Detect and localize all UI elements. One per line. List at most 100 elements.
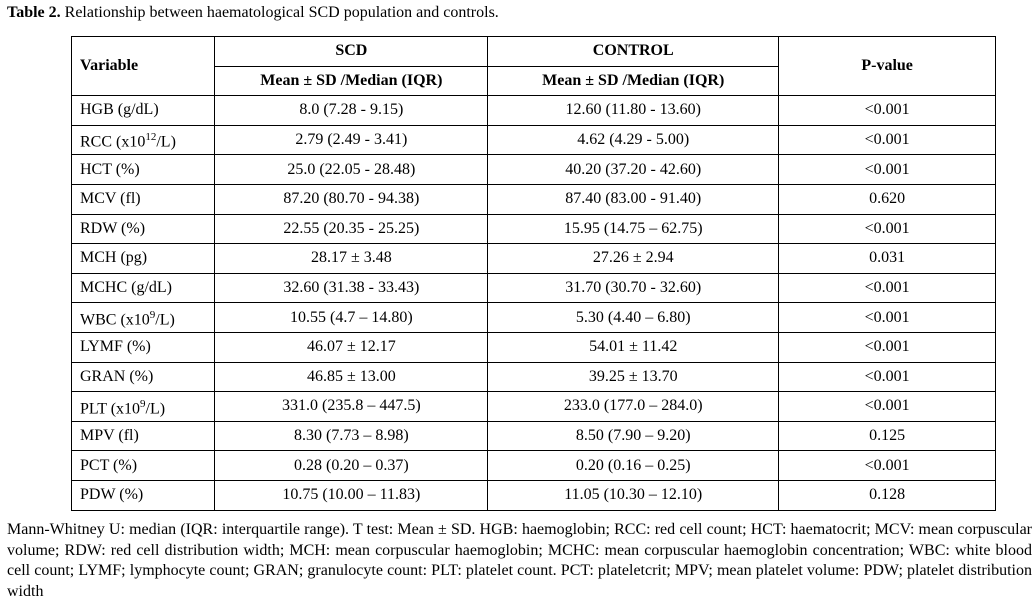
variable-cell: LYMF (%) (70, 331, 216, 363)
scd-value-cell: 22.55 (20.35 - 25.25) (214, 213, 489, 245)
variable-cell: PDW (%) (70, 479, 216, 511)
pvalue-cell: <0.001 (778, 124, 996, 156)
table-body: HGB (g/dL) 8.0 (7.28 - 9.15) 12.60 (11.80 … (70, 95, 996, 511)
table-row: PLT (x109/L) 331.0 (235.8 – 447.5) 233.0 (… (70, 391, 996, 422)
pvalue-cell: 0.031 (778, 243, 996, 274)
header-row: Variable SCD CONTROL P-value (70, 35, 996, 97)
variable-cell: HCT (%) (70, 154, 216, 185)
scd-value-cell: 2.79 (2.49 - 3.41) (214, 124, 489, 156)
header-control: CONTROL (487, 36, 780, 67)
scd-value-cell: 28.17 ± 3.48 (214, 243, 489, 274)
control-value-cell: 15.95 (14.75 – 62.75) (487, 213, 780, 245)
table-row: WBC (x109/L) 10.55 (4.7 – 14.80) 5.30 (4.4… (70, 302, 996, 333)
control-value-cell: 40.20 (37.20 - 42.60) (487, 154, 780, 185)
variable-cell: MCH (pg) (70, 243, 216, 274)
scd-value-cell: 0.28 (0.20 – 0.37) (214, 450, 489, 481)
pvalue-cell: <0.001 (778, 450, 996, 481)
variable-name: MCV (fl) (80, 190, 141, 208)
variable-exponent: 12 (145, 131, 157, 144)
header-pvalue: P-value (778, 35, 996, 97)
subheader-row: Mean ± SD /Median (IQR) Mean ± SD /Media… (72, 65, 996, 97)
variable-name: LYMF (%) (80, 338, 151, 356)
variable-cell: HGB (g/dL) (70, 95, 216, 126)
pvalue-cell: <0.001 (778, 95, 996, 126)
table-caption-text: Relationship between haematological SCD … (60, 4, 499, 21)
pvalue-cell: <0.001 (778, 331, 996, 363)
pvalue-cell: 0.125 (778, 420, 996, 452)
header-scd: SCD (214, 36, 489, 67)
variable-name: PDW (%) (80, 486, 144, 504)
table-row: MCHC (g/dL) 32.60 (31.38 - 33.43) 31.70 (3… (70, 272, 996, 304)
variable-cell: WBC (x109/L) (70, 302, 216, 333)
table-caption: Table 2. Relationship between haematolog… (7, 3, 499, 23)
control-value-cell: 233.0 (177.0 – 284.0) (487, 391, 780, 422)
haematology-table: Variable SCD CONTROL P-value Mean ± SD /… (70, 35, 996, 511)
table-row: LYMF (%) 46.07 ± 12.17 54.01 ± 11.42 <0.001 (70, 331, 996, 363)
table-row: RDW (%) 22.55 (20.35 - 25.25) 15.95 (14.75… (70, 213, 996, 245)
pvalue-cell: <0.001 (778, 272, 996, 304)
control-value-cell: 27.26 ± 2.94 (487, 243, 780, 274)
control-value-cell: 8.50 (7.90 – 9.20) (487, 420, 780, 452)
variable-cell: RCC (x1012/L) (70, 124, 216, 156)
control-value-cell: 5.30 (4.40 – 6.80) (487, 302, 780, 333)
scd-value-cell: 32.60 (31.38 - 33.43) (214, 272, 489, 304)
pvalue-cell: 0.620 (778, 183, 996, 215)
table-footnote: Mann-Whitney U: median (IQR: interquarti… (7, 521, 1032, 600)
subheader-scd: Mean ± SD /Median (IQR) (214, 65, 489, 97)
control-value-cell: 4.62 (4.29 - 5.00) (487, 124, 780, 156)
variable-cell: GRAN (%) (70, 361, 216, 393)
table-row: MCV (fl) 87.20 (80.70 - 94.38) 87.40 (83.0… (70, 183, 996, 215)
variable-name: MCHC (g/dL) (80, 279, 172, 297)
scd-value-cell: 25.0 (22.05 - 28.48) (214, 154, 489, 185)
variable-exponent: 9 (149, 308, 156, 321)
variable-unit-suffix: /L) (156, 133, 176, 151)
scd-value-cell: 10.75 (10.00 – 11.83) (214, 479, 489, 511)
control-value-cell: 0.20 (0.16 – 0.25) (487, 450, 780, 481)
variable-cell: PLT (x109/L) (70, 391, 216, 422)
scd-value-cell: 46.85 ± 13.00 (214, 361, 489, 393)
scd-value-cell: 331.0 (235.8 – 447.5) (214, 391, 489, 422)
table-row: PCT (%) 0.28 (0.20 – 0.37) 0.20 (0.16 – 0.… (70, 450, 996, 481)
variable-name: WBC (x10 (80, 311, 150, 329)
variable-name: PLT (x10 (80, 400, 141, 418)
control-value-cell: 31.70 (30.70 - 32.60) (487, 272, 780, 304)
variable-cell: RDW (%) (70, 213, 216, 245)
table-row: MCH (pg) 28.17 ± 3.48 27.26 ± 2.94 0.031 (70, 243, 996, 274)
table-row: GRAN (%) 46.85 ± 13.00 39.25 ± 13.70 <0.001 (70, 361, 996, 393)
variable-name: PCT (%) (80, 456, 138, 474)
table-row: HCT (%) 25.0 (22.05 - 28.48) 40.20 (37.20 … (70, 154, 996, 185)
variable-name: MCH (pg) (80, 249, 148, 267)
scd-value-cell: 87.20 (80.70 - 94.38) (214, 183, 489, 215)
variable-exponent: 9 (140, 397, 146, 410)
table-caption-label: Table 2. (7, 4, 61, 21)
variable-unit-suffix: /L) (155, 311, 175, 329)
variable-name: GRAN (%) (80, 367, 154, 385)
table-row: HGB (g/dL) 8.0 (7.28 - 9.15) 12.60 (11.80 … (70, 95, 996, 126)
pvalue-cell: 0.128 (778, 479, 996, 511)
variable-name: MPV (fl) (80, 427, 139, 445)
pvalue-cell: <0.001 (778, 361, 996, 393)
subheader-control: Mean ± SD /Median (IQR) (487, 65, 780, 97)
scd-value-cell: 8.0 (7.28 - 9.15) (214, 95, 489, 126)
header-variable: Variable (70, 35, 216, 97)
pvalue-cell: <0.001 (778, 302, 996, 333)
variable-name: HCT (%) (80, 160, 140, 178)
control-value-cell: 87.40 (83.00 - 91.40) (487, 183, 780, 215)
scd-value-cell: 46.07 ± 12.17 (214, 331, 489, 363)
control-value-cell: 12.60 (11.80 - 13.60) (487, 95, 780, 126)
table-row: MPV (fl) 8.30 (7.73 – 8.98) 8.50 (7.90 – 9… (70, 420, 996, 452)
variable-name: RCC (x10 (80, 133, 146, 151)
table-row: PDW (%) 10.75 (10.00 – 11.83) 11.05 (10.30… (70, 479, 996, 511)
variable-cell: MCV (fl) (70, 183, 216, 215)
variable-name: RDW (%) (80, 219, 146, 237)
pvalue-cell: <0.001 (778, 213, 996, 245)
scd-value-cell: 10.55 (4.7 – 14.80) (214, 302, 489, 333)
scd-value-cell: 8.30 (7.73 – 8.98) (214, 420, 489, 452)
table-row: RCC (x1012/L) 2.79 (2.49 - 3.41) 4.62 (4.2… (70, 124, 996, 156)
control-value-cell: 54.01 ± 11.42 (487, 331, 780, 363)
variable-unit-suffix: /L) (145, 400, 166, 418)
pvalue-cell: <0.001 (778, 154, 996, 185)
control-value-cell: 11.05 (10.30 – 12.10) (487, 479, 780, 511)
variable-cell: MCHC (g/dL) (70, 272, 216, 304)
control-value-cell: 39.25 ± 13.70 (487, 361, 780, 393)
